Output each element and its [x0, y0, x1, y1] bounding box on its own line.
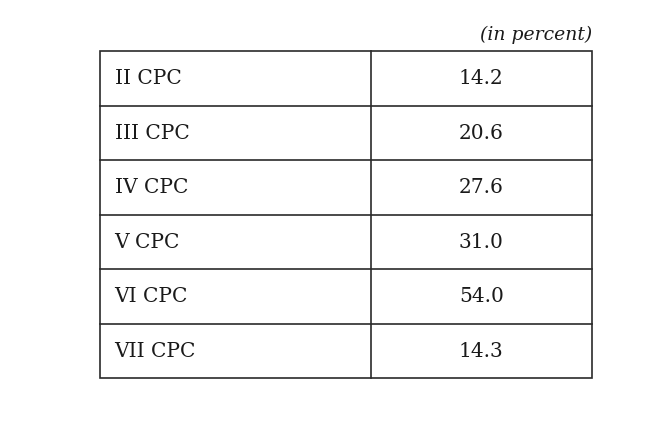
- Text: 14.2: 14.2: [459, 69, 504, 88]
- Text: 31.0: 31.0: [459, 233, 504, 252]
- Text: III CPC: III CPC: [115, 124, 190, 143]
- Text: 14.3: 14.3: [459, 341, 504, 361]
- Text: IV CPC: IV CPC: [115, 178, 188, 197]
- Text: II CPC: II CPC: [115, 69, 181, 88]
- Text: 54.0: 54.0: [459, 287, 504, 306]
- Text: VI CPC: VI CPC: [115, 287, 188, 306]
- Text: 20.6: 20.6: [459, 124, 504, 143]
- Text: V CPC: V CPC: [115, 233, 180, 252]
- Text: (in percent): (in percent): [480, 25, 592, 44]
- Text: VII CPC: VII CPC: [115, 341, 196, 361]
- Text: 27.6: 27.6: [459, 178, 504, 197]
- Bar: [100, 51, 592, 378]
